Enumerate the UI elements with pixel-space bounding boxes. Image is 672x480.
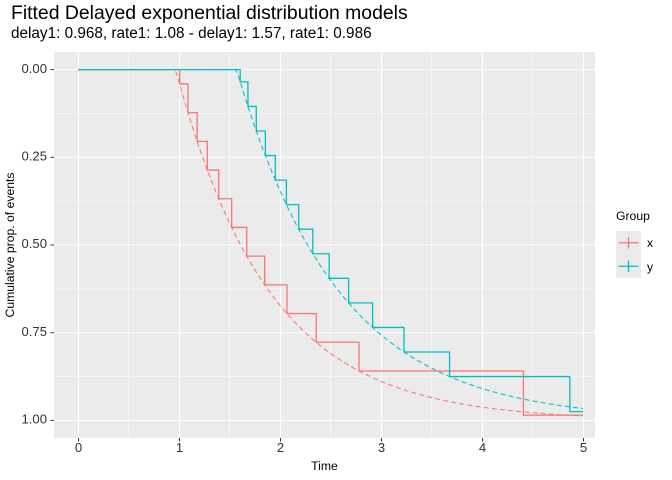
svg-text:y: y	[647, 260, 654, 274]
svg-text:x: x	[647, 236, 653, 250]
svg-text:2: 2	[277, 440, 284, 455]
svg-text:5: 5	[580, 440, 587, 455]
svg-text:0.75: 0.75	[22, 324, 47, 339]
svg-text:1: 1	[176, 440, 183, 455]
svg-text:0.00: 0.00	[22, 61, 47, 76]
svg-text:0: 0	[75, 440, 82, 455]
svg-text:0.50: 0.50	[22, 236, 47, 251]
svg-text:Cumulative prop. of events: Cumulative prop. of events	[3, 173, 17, 318]
svg-text:0.25: 0.25	[22, 149, 47, 164]
svg-text:1.00: 1.00	[22, 412, 47, 427]
svg-text:3: 3	[378, 440, 385, 455]
svg-text:Time: Time	[311, 459, 338, 473]
svg-text:4: 4	[479, 440, 486, 455]
svg-text:Group: Group	[616, 209, 650, 223]
